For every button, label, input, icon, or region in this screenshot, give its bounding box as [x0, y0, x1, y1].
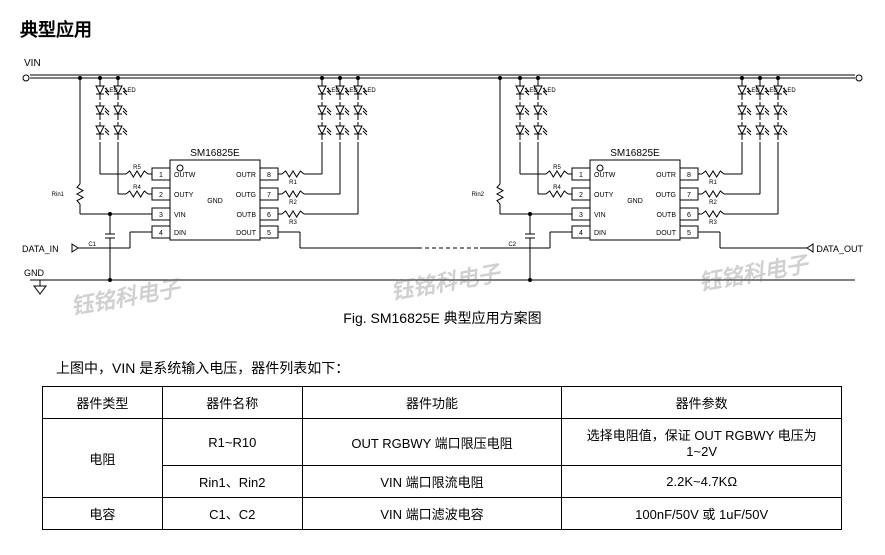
th-param: 器件参数 [562, 387, 842, 419]
th-type: 器件类型 [43, 387, 163, 419]
svg-text:R4: R4 [133, 185, 141, 191]
cell-param: 2.2K~4.7KΩ [562, 466, 842, 498]
svg-text:1: 1 [159, 172, 163, 179]
section-title: 典型应用 [20, 16, 865, 42]
svg-text:LED: LED [124, 88, 136, 94]
svg-text:R5: R5 [553, 165, 561, 171]
svg-text:7: 7 [687, 192, 691, 199]
svg-text:LED: LED [784, 88, 796, 94]
svg-text:OUTG: OUTG [656, 192, 676, 199]
cell-name: Rin1、Rin2 [162, 466, 302, 498]
svg-text:GND: GND [627, 198, 643, 205]
svg-text:OUTR: OUTR [656, 172, 676, 179]
svg-text:SM16825E: SM16825E [190, 148, 240, 159]
table-header-row: 器件类型 器件名称 器件功能 器件参数 [43, 387, 842, 419]
svg-text:5: 5 [687, 230, 691, 237]
svg-text:DATA_IN: DATA_IN [22, 244, 59, 254]
svg-text:LED: LED [544, 88, 556, 94]
figure-caption: Fig. SM16825E 典型应用方案图 [20, 308, 865, 328]
svg-text:R3: R3 [709, 220, 717, 226]
table-intro-text: 上图中，VIN 是系统输入电压，器件列表如下： [56, 358, 865, 378]
cell-func: VIN 端口限流电阻 [302, 466, 562, 498]
svg-text:R2: R2 [709, 200, 717, 206]
svg-text:OUTW: OUTW [174, 172, 196, 179]
svg-text:OUTY: OUTY [594, 192, 614, 199]
svg-text:C1: C1 [88, 242, 96, 248]
svg-text:2: 2 [579, 192, 583, 199]
svg-text:DOUT: DOUT [656, 230, 677, 237]
cell-param: 100nF/50V 或 1uF/50V [562, 498, 842, 530]
svg-text:Rin2: Rin2 [472, 192, 485, 198]
cell-type: 电容 [43, 498, 163, 530]
svg-text:R3: R3 [289, 220, 297, 226]
svg-text:OUTW: OUTW [594, 172, 616, 179]
cell-param: 选择电阻值，保证 OUT RGBWY 电压为 1~2V [562, 419, 842, 466]
svg-text:R4: R4 [553, 185, 561, 191]
svg-text:6: 6 [687, 212, 691, 219]
svg-text:OUTY: OUTY [174, 192, 194, 199]
svg-text:VIN: VIN [174, 212, 186, 219]
svg-text:4: 4 [159, 230, 163, 237]
svg-text:4: 4 [579, 230, 583, 237]
table-row: 电容 C1、C2 VIN 端口滤波电容 100nF/50V 或 1uF/50V [43, 498, 842, 530]
svg-text:6: 6 [267, 212, 271, 219]
table-row: 电阻 R1~R10 OUT RGBWY 端口限压电阻 选择电阻值，保证 OUT … [43, 419, 842, 466]
table-row: Rin1、Rin2 VIN 端口限流电阻 2.2K~4.7KΩ [43, 466, 842, 498]
svg-text:OUTR: OUTR [236, 172, 256, 179]
svg-text:GND: GND [24, 268, 45, 278]
svg-text:VIN: VIN [24, 58, 41, 69]
svg-text:1: 1 [579, 172, 583, 179]
svg-text:3: 3 [579, 212, 583, 219]
th-func: 器件功能 [302, 387, 562, 419]
svg-text:3: 3 [159, 212, 163, 219]
svg-text:DOUT: DOUT [236, 230, 257, 237]
svg-text:7: 7 [267, 192, 271, 199]
svg-text:2: 2 [159, 192, 163, 199]
svg-text:LED: LED [364, 88, 376, 94]
components-table: 器件类型 器件名称 器件功能 器件参数 电阻 R1~R10 OUT RGBWY … [42, 386, 842, 530]
svg-text:8: 8 [267, 172, 271, 179]
svg-text:R1: R1 [289, 180, 297, 186]
svg-text:OUTB: OUTB [657, 212, 677, 219]
svg-text:5: 5 [267, 230, 271, 237]
svg-text:GND: GND [207, 198, 223, 205]
cell-type: 电阻 [43, 419, 163, 498]
svg-text:DATA_OUT: DATA_OUT [816, 244, 863, 254]
svg-text:C2: C2 [508, 242, 516, 248]
svg-text:OUTB: OUTB [237, 212, 257, 219]
svg-text:DIN: DIN [174, 230, 186, 237]
svg-text:R1: R1 [709, 180, 717, 186]
cell-func: OUT RGBWY 端口限压电阻 [302, 419, 562, 466]
svg-text:8: 8 [687, 172, 691, 179]
svg-text:VIN: VIN [594, 212, 606, 219]
svg-text:DIN: DIN [594, 230, 606, 237]
cell-func: VIN 端口滤波电容 [302, 498, 562, 530]
svg-text:R5: R5 [133, 165, 141, 171]
svg-text:Rin1: Rin1 [52, 192, 65, 198]
svg-text:OUTG: OUTG [236, 192, 256, 199]
th-name: 器件名称 [162, 387, 302, 419]
svg-text:SM16825E: SM16825E [610, 148, 660, 159]
schematic-diagram: VIN GND DATA_IN DATA_OUT SM16825E GND 1 OUTW 2 OU… [20, 50, 865, 300]
cell-name: R1~R10 [162, 419, 302, 466]
cell-name: C1、C2 [162, 498, 302, 530]
svg-text:R2: R2 [289, 200, 297, 206]
